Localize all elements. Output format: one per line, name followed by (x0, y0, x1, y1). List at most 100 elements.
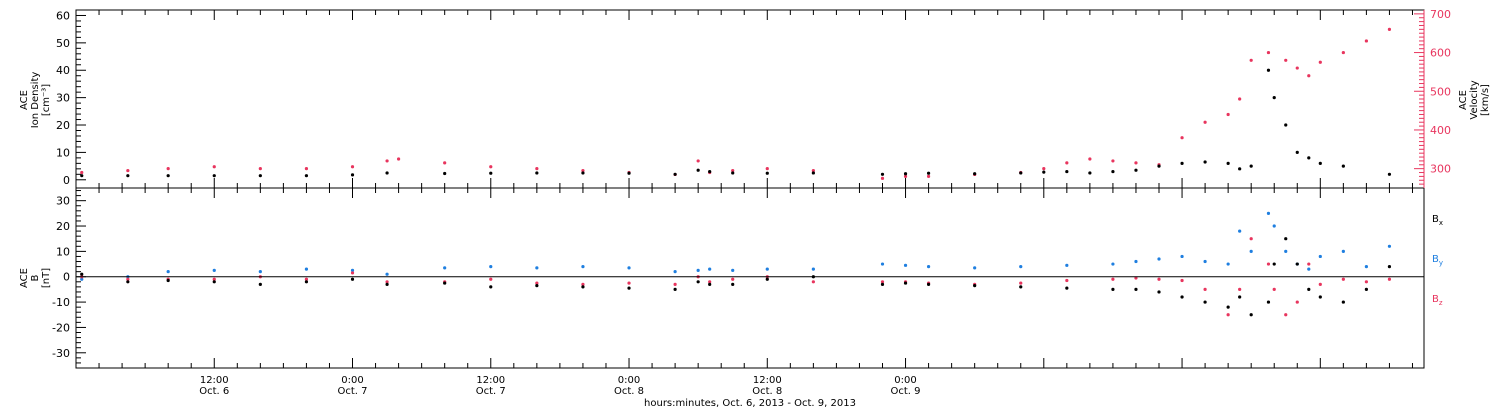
density-point (1341, 164, 1345, 168)
bz-point (385, 280, 389, 284)
b-tick-label: 20 (56, 220, 70, 233)
density-point (166, 174, 170, 178)
velocity-tick-label: 400 (1430, 124, 1451, 137)
velocity-point (1295, 66, 1299, 70)
bz-point (1180, 278, 1184, 283)
bz-point (811, 280, 815, 284)
bx-point (581, 285, 585, 289)
bz-point (1266, 262, 1271, 266)
density-point (1111, 169, 1115, 174)
bz-point (350, 271, 355, 275)
density-tick-label: 20 (56, 119, 70, 132)
by-point (489, 264, 493, 269)
bx-point (1238, 295, 1242, 299)
time-tick-label: 0:00 (894, 375, 916, 386)
velocity-point (396, 157, 401, 161)
density-point (765, 171, 769, 175)
density-point (1065, 169, 1069, 174)
time-axis-label: hours:minutes, Oct. 6, 2013 - Oct. 9, 20… (644, 398, 856, 409)
by-point (1111, 262, 1115, 266)
velocity-point (1088, 157, 1092, 161)
velocity-tick-label: 600 (1430, 47, 1451, 60)
bz-point (1318, 282, 1322, 286)
bz-point (1203, 287, 1207, 292)
date-tick-label: Oct. 6 (199, 386, 229, 397)
bz-point (1284, 313, 1288, 317)
by-point (1238, 229, 1242, 233)
bz-point (708, 280, 712, 284)
velocity-point (1238, 97, 1242, 101)
by-point (627, 266, 631, 270)
by-point (1065, 263, 1069, 267)
density-point (1249, 164, 1253, 168)
bx-point (1318, 295, 1322, 299)
bz-point (304, 277, 309, 281)
bz-point (126, 277, 130, 281)
bx-point (535, 284, 539, 288)
by-point (385, 272, 389, 276)
bx-point (973, 284, 977, 288)
b-tick-label: -10 (52, 296, 70, 309)
velocity-point (1318, 60, 1322, 64)
bx-point (489, 285, 493, 289)
bx-point (903, 281, 908, 285)
b-label-line-2: B (30, 274, 41, 281)
b-tick-label: 10 (56, 245, 70, 258)
velocity-point (385, 159, 389, 163)
density-point (1157, 164, 1161, 168)
by-point (1134, 259, 1138, 264)
by-point (1387, 244, 1392, 248)
bottom-panel-series (80, 211, 1392, 317)
velocity-point (350, 165, 355, 169)
by-point (443, 266, 447, 270)
bx-point (1272, 262, 1276, 266)
b-label-line-1: ACE (19, 268, 30, 288)
velocity-point (1111, 159, 1115, 163)
density-point (80, 174, 84, 178)
bx-point (731, 282, 735, 286)
by-point (903, 263, 908, 267)
bz-point (1249, 237, 1253, 241)
velocity-point (1226, 112, 1230, 117)
velocity-point (80, 170, 84, 175)
legend-bz: Bz (1432, 294, 1443, 307)
legend-bz-sub: z (1439, 299, 1443, 307)
bx-point (765, 277, 769, 281)
density-label-line-2: Ion Density (30, 72, 41, 129)
bx-point (1226, 305, 1230, 309)
velocity-point (1266, 50, 1271, 55)
density-point (1134, 168, 1138, 172)
bz-point (673, 282, 677, 286)
bz-point (1238, 287, 1242, 292)
b-tick-label: -30 (52, 347, 70, 360)
density-point (1042, 170, 1046, 174)
velocity-point (1387, 27, 1392, 31)
bx-point (880, 282, 885, 286)
bx-point (708, 282, 712, 286)
velocity-point (811, 168, 815, 173)
by-point (765, 267, 769, 271)
bx-point (926, 282, 931, 286)
density-point (350, 173, 355, 177)
density-point (1266, 68, 1271, 72)
density-point (1295, 150, 1299, 154)
by-point (731, 268, 735, 272)
by-point (1341, 249, 1345, 253)
by-point (1019, 264, 1023, 269)
b-legend: Bx By Bz (1432, 214, 1443, 307)
density-label-line-1: ACE (19, 90, 30, 110)
density-label-line-3: [cm⁻³] (41, 84, 52, 116)
density-tick-label: 60 (56, 9, 70, 22)
bz-point (1307, 262, 1311, 266)
bz-point (880, 280, 885, 284)
velocity-point (126, 168, 130, 173)
date-tick-label: Oct. 8 (614, 386, 644, 397)
bx-point (1203, 300, 1207, 304)
bx-point (212, 280, 216, 284)
bx-point (1019, 285, 1023, 289)
by-point (1272, 224, 1276, 228)
by-point (926, 264, 931, 269)
density-point (1019, 171, 1023, 175)
legend-by-label: B (1432, 254, 1439, 265)
